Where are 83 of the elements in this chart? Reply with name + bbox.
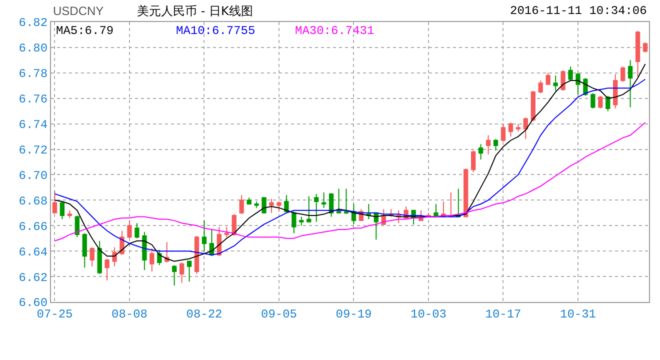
candlestick bbox=[590, 92, 596, 110]
candlestick bbox=[246, 197, 252, 204]
candlestick bbox=[538, 80, 543, 94]
candlestick bbox=[284, 194, 289, 214]
candlestick bbox=[546, 72, 550, 85]
candlestick bbox=[82, 232, 87, 268]
candlestick bbox=[635, 30, 640, 78]
candlestick bbox=[434, 204, 438, 218]
x-tick-label: 09-19 bbox=[336, 307, 372, 322]
candlestick bbox=[620, 66, 626, 82]
text: MA10:6.7755 bbox=[176, 24, 256, 38]
candlestick bbox=[269, 198, 274, 214]
candlestick bbox=[516, 123, 521, 132]
y-tick-label: 6.74 bbox=[18, 118, 48, 132]
candlestick bbox=[493, 138, 498, 152]
x-tick-label: 10-31 bbox=[560, 307, 596, 322]
candlestick bbox=[186, 260, 192, 282]
candlestick bbox=[322, 192, 326, 208]
chart-title: 美元人民币 - 日K线图 bbox=[137, 4, 253, 18]
candlestick bbox=[314, 193, 319, 222]
y-tick-label: 6.78 bbox=[18, 67, 48, 82]
candlestick bbox=[134, 222, 140, 239]
candlestick bbox=[67, 210, 72, 218]
candlestick bbox=[60, 200, 65, 220]
text: MA30:6.7431 bbox=[295, 24, 374, 38]
candlestick bbox=[150, 248, 154, 272]
y-tick-label: 6.82 bbox=[18, 16, 48, 30]
text: MA5:6.79 bbox=[56, 24, 114, 38]
candlestick bbox=[471, 150, 476, 173]
candlestick bbox=[568, 66, 573, 82]
candlestick bbox=[254, 200, 259, 208]
y-tick-label: 6.80 bbox=[18, 42, 48, 56]
y-tick-label: 6.68 bbox=[18, 194, 48, 208]
line-series bbox=[54, 122, 646, 242]
candlestick bbox=[142, 232, 147, 271]
candlestick bbox=[642, 42, 648, 54]
candlestick bbox=[97, 240, 102, 274]
candlestick bbox=[299, 216, 304, 226]
candlestick bbox=[239, 194, 244, 215]
chart-subtitle: USDCNY bbox=[53, 4, 104, 18]
candlestick bbox=[74, 214, 80, 238]
candlestick bbox=[224, 226, 229, 238]
x-tick-label: 08-08 bbox=[111, 307, 148, 322]
y-tick-label: 6.64 bbox=[18, 245, 48, 260]
candlestick bbox=[52, 190, 58, 214]
candlestick bbox=[262, 197, 266, 214]
candlestick bbox=[292, 211, 296, 234]
candlestick bbox=[508, 122, 514, 138]
y-tick-label: 6.72 bbox=[18, 143, 48, 158]
x-tick-label: 10-03 bbox=[410, 307, 446, 322]
candlestick bbox=[127, 220, 132, 239]
candlestick bbox=[179, 262, 184, 284]
candlestick bbox=[478, 144, 484, 160]
y-tick-label: 6.66 bbox=[18, 220, 48, 234]
candlestick bbox=[464, 168, 468, 218]
candlestick bbox=[628, 60, 633, 108]
x-tick-label: 10-17 bbox=[485, 307, 522, 322]
candlestick bbox=[500, 123, 506, 142]
candlestick bbox=[90, 246, 94, 267]
candlestick bbox=[202, 220, 207, 252]
candlestick bbox=[306, 196, 312, 222]
y-tick-label: 6.70 bbox=[18, 168, 48, 183]
candlestick bbox=[172, 264, 177, 286]
candlestick bbox=[366, 204, 372, 220]
candlestick bbox=[530, 90, 536, 122]
y-tick-label: 6.76 bbox=[18, 92, 48, 107]
candlestick bbox=[104, 258, 110, 281]
candlestick bbox=[560, 70, 566, 92]
candlestick bbox=[613, 74, 618, 110]
candlestick bbox=[576, 72, 580, 96]
candlestick bbox=[336, 188, 342, 214]
candlestick bbox=[486, 134, 491, 155]
candlestick bbox=[194, 235, 200, 274]
candlestick bbox=[523, 116, 528, 140]
candlestick bbox=[344, 188, 349, 215]
x-tick-label: 08-22 bbox=[186, 307, 222, 322]
candlestick bbox=[598, 95, 603, 110]
candlestick bbox=[553, 74, 558, 92]
y-tick-label: 6.62 bbox=[18, 270, 48, 285]
text: 2016-11-11 10:34:06 bbox=[510, 4, 647, 18]
candlestick bbox=[112, 246, 117, 267]
x-tick-label: 09-05 bbox=[260, 307, 297, 322]
candlestick bbox=[276, 200, 282, 212]
